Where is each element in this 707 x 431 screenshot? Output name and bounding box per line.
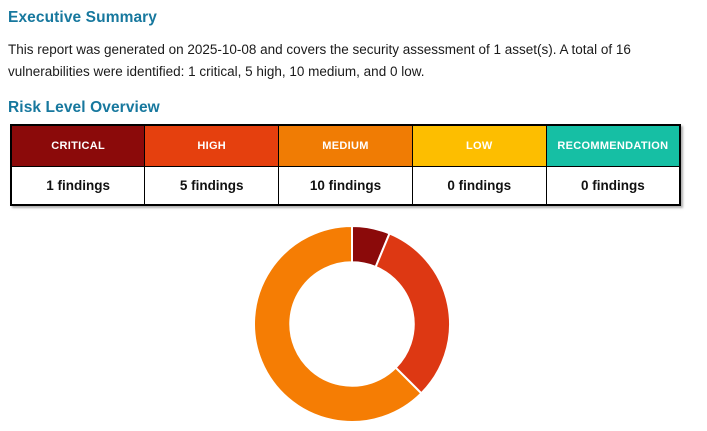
donut-slice-high bbox=[374, 232, 451, 395]
page-title: Executive Summary bbox=[8, 9, 158, 26]
risk-count-recommendation: 0 findings bbox=[545, 166, 681, 206]
risk-donut-svg bbox=[253, 225, 451, 423]
risk-header-recommendation: RECOMMENDATION bbox=[545, 124, 681, 167]
donut-slice-medium bbox=[253, 225, 423, 423]
risk-header-low: LOW bbox=[411, 124, 547, 167]
report-page: Executive Summary This report was genera… bbox=[0, 0, 707, 206]
risk-table-findings-row: 1 findings 5 findings 10 findings 0 find… bbox=[10, 166, 681, 206]
risk-header-medium: MEDIUM bbox=[278, 124, 413, 167]
risk-count-high: 5 findings bbox=[144, 166, 280, 206]
summary-paragraph: This report was generated on 2025-10-08 … bbox=[8, 42, 631, 79]
risk-header-high: HIGH bbox=[144, 124, 280, 167]
risk-count-medium: 10 findings bbox=[278, 166, 413, 206]
risk-table-header-row: CRITICAL HIGH MEDIUM LOW RECOMMENDATION bbox=[10, 124, 681, 167]
risk-level-table: CRITICAL HIGH MEDIUM LOW RECOMMENDATION … bbox=[10, 124, 681, 206]
risk-header-critical: CRITICAL bbox=[10, 124, 146, 167]
risk-count-low: 0 findings bbox=[411, 166, 547, 206]
section-title-risk-overview: Risk Level Overview bbox=[8, 99, 160, 116]
risk-count-critical: 1 findings bbox=[10, 166, 146, 206]
risk-donut-chart bbox=[252, 224, 452, 424]
